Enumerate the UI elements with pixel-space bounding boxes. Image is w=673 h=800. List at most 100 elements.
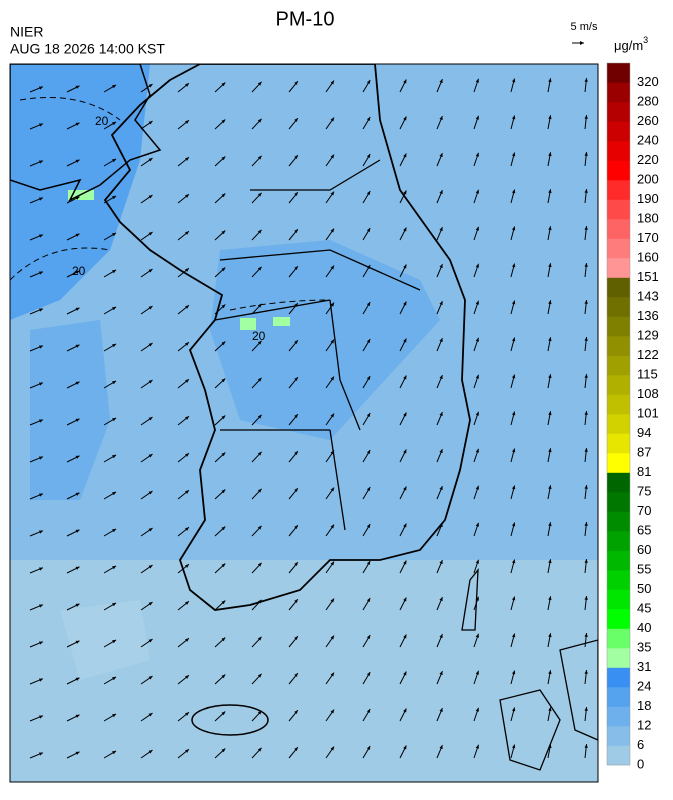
- wind-arrow-head: [330, 228, 335, 233]
- wind-arrow-head: [548, 522, 552, 527]
- wind-arrow-head: [38, 678, 43, 682]
- wind-arrow-head: [475, 596, 479, 601]
- wind-arrow-head: [221, 748, 226, 753]
- colorbar-label: 136: [637, 308, 659, 323]
- wind-arrow-head: [439, 412, 443, 417]
- colorbar-swatch: [607, 63, 630, 83]
- wind-arrow-head: [294, 266, 298, 271]
- wind-arrow-head: [221, 304, 226, 309]
- wind-arrow-head: [185, 712, 189, 716]
- wind-arrow-head: [112, 269, 117, 274]
- wind-arrow-head: [185, 749, 189, 753]
- wind-arrow-head: [221, 82, 226, 87]
- title: PM-10: [276, 8, 335, 30]
- wind-arrow-head: [185, 194, 189, 198]
- wind-arrow-head: [439, 671, 443, 676]
- wind-arrow-head: [366, 190, 371, 195]
- wind-arrow-head: [366, 227, 371, 232]
- colorbar-label: 31: [637, 659, 651, 674]
- wind-arrow-head: [439, 745, 443, 750]
- wind-arrow-head: [221, 193, 226, 198]
- wind-arrow-head: [112, 750, 117, 755]
- wind-arrow-head: [75, 307, 80, 311]
- wind-arrow-head: [257, 266, 262, 271]
- colorbar-label: 143: [637, 288, 659, 303]
- wind-arrow-head: [38, 197, 43, 201]
- wind-arrow-head: [221, 637, 226, 642]
- wind-arrow-head: [148, 343, 153, 347]
- wind-arrow-head: [38, 456, 43, 460]
- wind-arrow-head: [403, 153, 407, 158]
- wind-arrow-head: [439, 449, 443, 454]
- wind-arrow-head: [548, 670, 552, 675]
- wind-arrow-head: [548, 596, 552, 601]
- colorbar-swatch: [607, 453, 630, 473]
- colorbar-label: 50: [637, 581, 651, 596]
- wind-arrow-head: [330, 154, 335, 159]
- wind-arrow-head: [75, 529, 80, 533]
- colorbar-swatch: [607, 258, 630, 278]
- wind-arrow-head: [294, 451, 298, 456]
- wind-arrow-head: [257, 81, 262, 86]
- colorbar-label: 40: [637, 620, 651, 635]
- wind-arrow-head: [75, 677, 80, 681]
- colorbar-swatch: [607, 648, 630, 668]
- colorbar-label: 180: [637, 210, 659, 225]
- colorbar-swatch: [607, 336, 630, 356]
- colorbar-label: 122: [637, 347, 659, 362]
- colorbar-swatch: [607, 589, 630, 610]
- wind-arrow-head: [584, 596, 588, 600]
- wind-arrow-head: [330, 302, 335, 307]
- wind-arrow-head: [112, 491, 117, 496]
- wind-arrow-head: [439, 116, 443, 121]
- wind-arrow-head: [38, 345, 43, 349]
- wind-scale-head: [580, 41, 584, 45]
- wind-arrow-head: [75, 122, 80, 126]
- wind-arrow-head: [548, 152, 552, 157]
- wind-arrow-head: [221, 119, 226, 124]
- wind-arrow-head: [475, 300, 479, 305]
- wind-arrow-head: [330, 191, 335, 196]
- wind-arrow-head: [366, 745, 371, 750]
- wind-arrow-head: [584, 189, 588, 193]
- wind-arrow-head: [548, 485, 552, 490]
- wind-arrow-head: [38, 123, 43, 127]
- wind-arrow-head: [294, 747, 298, 752]
- map: 20 20 20: [9, 63, 599, 783]
- wind-arrow-head: [148, 491, 153, 495]
- wind-arrow-head: [548, 707, 552, 712]
- wind-arrow-head: [403, 597, 407, 602]
- wind-arrow-head: [584, 744, 588, 748]
- wind-arrow-head: [511, 337, 516, 342]
- wind-arrow-head: [294, 192, 298, 197]
- colorbar-label: 45: [637, 600, 651, 615]
- wind-arrow-head: [330, 450, 335, 455]
- wind-arrow-head: [439, 264, 443, 269]
- colorbar-label: 260: [637, 113, 659, 128]
- colorbar-swatch: [607, 297, 630, 317]
- wind-arrow-head: [257, 340, 262, 345]
- wind-arrow-head: [511, 670, 516, 675]
- colorbar-label: 151: [637, 269, 659, 284]
- wind-arrow-head: [403, 560, 407, 565]
- wind-arrow-head: [475, 152, 479, 157]
- wind-arrow-head: [548, 337, 552, 342]
- colorbar-label: 160: [637, 249, 659, 264]
- wind-arrow-head: [366, 153, 371, 158]
- wind-arrow-head: [366, 486, 371, 491]
- wind-arrow-head: [330, 487, 335, 492]
- agency: NIER: [10, 24, 43, 40]
- wind-arrow-head: [511, 226, 516, 231]
- wind-arrow-head: [366, 597, 371, 602]
- wind-arrow-head: [257, 488, 262, 493]
- wind-arrow-head: [403, 671, 407, 676]
- wind-arrow-head: [38, 604, 43, 608]
- wind-arrow-head: [584, 337, 588, 341]
- unit-base: μg/m: [614, 38, 643, 53]
- wind-arrow-head: [475, 670, 479, 675]
- wind-arrow-head: [257, 747, 262, 752]
- wind-arrow-head: [475, 559, 479, 564]
- colorbar-swatch: [607, 706, 630, 727]
- wind-arrow-head: [330, 117, 335, 122]
- unit: μg/m3: [614, 35, 648, 53]
